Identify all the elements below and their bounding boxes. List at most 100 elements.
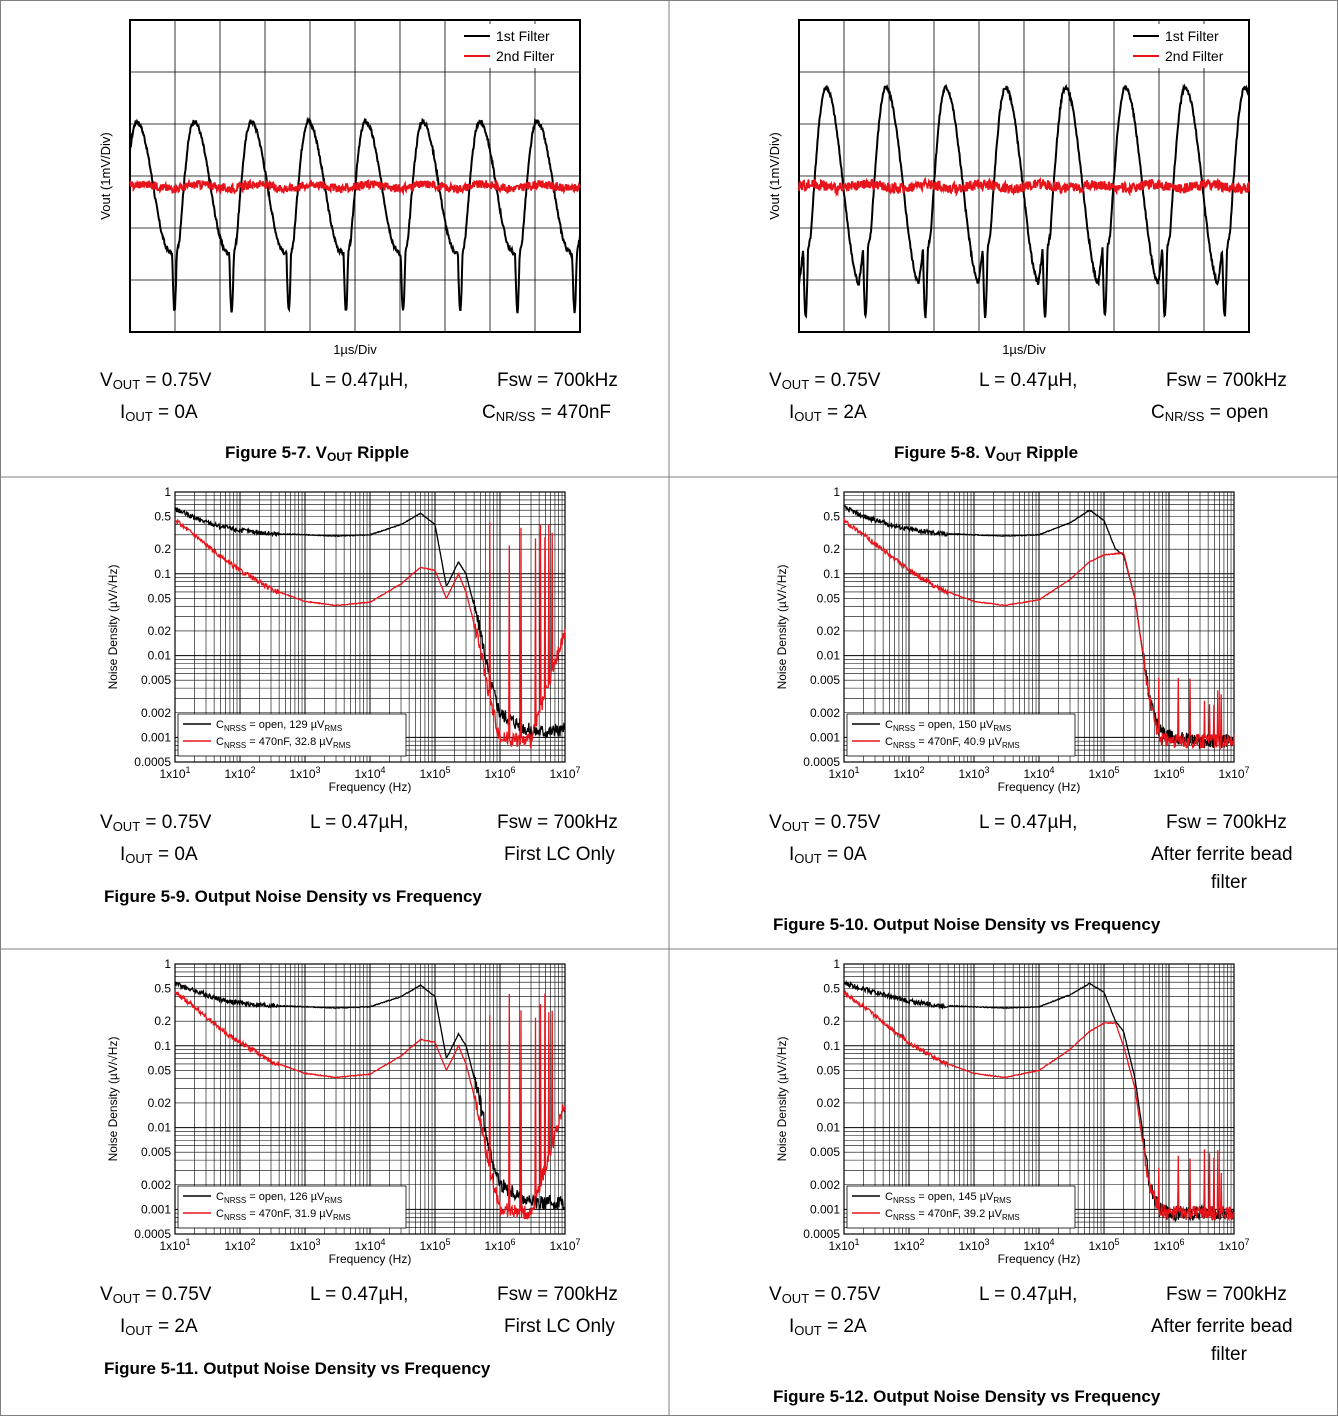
legend-label-open: CNRSS = open, 145 µVRMS xyxy=(885,1191,1011,1205)
y-tick-label: 0.5 xyxy=(823,982,840,996)
x-tick-label: 1x102 xyxy=(893,765,924,781)
iout-condition: IOUT = 0A xyxy=(120,402,198,424)
y-tick-label: 1 xyxy=(164,957,171,971)
y-tick-label: 0.1 xyxy=(823,1039,840,1053)
legend-label-470nf: CNRSS = 470nF, 31.9 µVRMS xyxy=(216,1208,351,1222)
y-axis-label: Vout (1mV/Div) xyxy=(98,132,113,219)
extra-condition: CNR/SS = 470nF xyxy=(482,402,611,424)
legend-box xyxy=(460,24,578,68)
x-tick-label: 1x103 xyxy=(958,1237,989,1253)
x-tick-label: 1x107 xyxy=(549,1237,580,1253)
inductor-condition: L = 0.47µH, xyxy=(979,1284,1078,1305)
y-tick-label: 0.2 xyxy=(823,1014,840,1028)
y-tick-label: 0.002 xyxy=(141,706,171,720)
series-open-line xyxy=(174,981,566,1211)
legend-label-2nd-filter: 2nd Filter xyxy=(1165,48,1224,64)
y-axis-label: Vout (1mV/Div) xyxy=(767,132,782,219)
legend-label-1st-filter: 1st Filter xyxy=(1165,28,1219,44)
y-tick-label: 0.0005 xyxy=(134,1227,171,1241)
figure-caption: Figure 5-7. VOUT Ripple xyxy=(225,443,410,464)
iout-condition: IOUT = 2A xyxy=(120,1316,198,1338)
x-axis-label: Frequency (Hz) xyxy=(998,1252,1081,1266)
fsw-condition: Fsw = 700kHz xyxy=(497,1284,618,1305)
y-tick-label: 0.001 xyxy=(141,1202,171,1216)
vout-condition: VOUT = 0.75V xyxy=(769,812,881,834)
legend-label-470nf: CNRSS = 470nF, 39.2 µVRMS xyxy=(885,1208,1020,1222)
inductor-condition: L = 0.47µH, xyxy=(310,812,409,833)
legend-label-470nf: CNRSS = 470nF, 40.9 µVRMS xyxy=(885,736,1020,750)
series-open-line xyxy=(843,979,1235,1223)
iout-condition: IOUT = 0A xyxy=(789,844,867,866)
y-tick-label: 0.0005 xyxy=(803,755,840,769)
x-tick-label: 1x103 xyxy=(289,765,320,781)
x-tick-label: 1x101 xyxy=(828,765,859,781)
y-tick-label: 0.01 xyxy=(148,1121,172,1135)
y-tick-label: 1 xyxy=(833,957,840,971)
figure-caption: Figure 5-12. Output Noise Density vs Fre… xyxy=(773,1387,1161,1406)
x-tick-label: 1x104 xyxy=(354,1237,385,1253)
x-tick-label: 1x106 xyxy=(1153,765,1184,781)
legend-label-2nd-filter: 2nd Filter xyxy=(496,48,555,64)
figure-caption: Figure 5-10. Output Noise Density vs Fre… xyxy=(773,915,1161,934)
x-tick-label: 1x101 xyxy=(828,1237,859,1253)
iout-condition: IOUT = 2A xyxy=(789,1316,867,1338)
y-tick-label: 0.5 xyxy=(154,982,171,996)
y-tick-label: 0.5 xyxy=(154,510,171,524)
figure-caption: Figure 5-11. Output Noise Density vs Fre… xyxy=(104,1359,491,1378)
series-470nf-line xyxy=(843,989,1235,1222)
y-tick-label: 0.002 xyxy=(141,1178,171,1192)
y-tick-label: 0.0005 xyxy=(134,755,171,769)
y-tick-label: 0.1 xyxy=(154,1039,171,1053)
plot-frame xyxy=(129,19,581,333)
vout-condition: VOUT = 0.75V xyxy=(100,812,212,834)
y-tick-label: 0.02 xyxy=(148,1096,172,1110)
series-1st-filter-line xyxy=(129,116,581,314)
extra-condition: After ferrite bead xyxy=(1151,1316,1293,1337)
extra-condition-continued: filter xyxy=(1211,1344,1247,1365)
y-tick-label: 0.01 xyxy=(817,1121,841,1135)
series-470nf-line xyxy=(174,518,566,749)
x-tick-label: 1x105 xyxy=(1088,765,1119,781)
y-tick-label: 0.2 xyxy=(823,542,840,556)
y-tick-label: 0.02 xyxy=(148,624,172,638)
x-axis-label: 1µs/Div xyxy=(333,342,377,357)
y-tick-label: 1 xyxy=(833,485,840,499)
series-2nd-filter-line xyxy=(129,178,581,196)
y-tick-label: 0.05 xyxy=(817,591,841,605)
plot-frame xyxy=(174,491,566,763)
y-tick-label: 0.001 xyxy=(810,730,840,744)
y-tick-label: 0.005 xyxy=(810,673,840,687)
y-tick-label: 0.1 xyxy=(823,567,840,581)
legend-box xyxy=(846,713,1076,757)
y-tick-label: 0.02 xyxy=(817,1096,841,1110)
plot-frame xyxy=(174,963,566,1235)
inductor-condition: L = 0.47µH, xyxy=(979,370,1078,391)
x-tick-label: 1x103 xyxy=(289,1237,320,1253)
fsw-condition: Fsw = 700kHz xyxy=(497,370,618,391)
extra-condition: First LC Only xyxy=(504,1316,615,1337)
y-tick-label: 0.01 xyxy=(148,649,172,663)
y-axis-label: Noise Density (µV/√Hz) xyxy=(775,565,789,690)
y-tick-label: 1 xyxy=(164,485,171,499)
y-axis-label: Noise Density (µV/√Hz) xyxy=(106,1037,120,1162)
x-tick-label: 1x102 xyxy=(224,1237,255,1253)
series-open-line xyxy=(843,504,1235,750)
legend-box xyxy=(177,713,407,757)
y-tick-label: 0.002 xyxy=(810,706,840,720)
y-tick-label: 0.05 xyxy=(148,591,172,605)
legend-label-open: CNRSS = open, 150 µVRMS xyxy=(885,719,1011,733)
iout-condition: IOUT = 2A xyxy=(789,402,867,424)
fsw-condition: Fsw = 700kHz xyxy=(1166,370,1287,391)
plot-frame xyxy=(798,19,1250,333)
series-470nf-line xyxy=(843,517,1235,751)
vout-condition: VOUT = 0.75V xyxy=(100,370,212,392)
x-tick-label: 1x102 xyxy=(893,1237,924,1253)
x-axis-label: Frequency (Hz) xyxy=(329,1252,412,1266)
y-axis-label: Noise Density (µV/√Hz) xyxy=(775,1037,789,1162)
y-axis-label: Noise Density (µV/√Hz) xyxy=(106,565,120,690)
extra-condition: After ferrite bead xyxy=(1151,844,1293,865)
extra-condition-continued: filter xyxy=(1211,872,1247,893)
